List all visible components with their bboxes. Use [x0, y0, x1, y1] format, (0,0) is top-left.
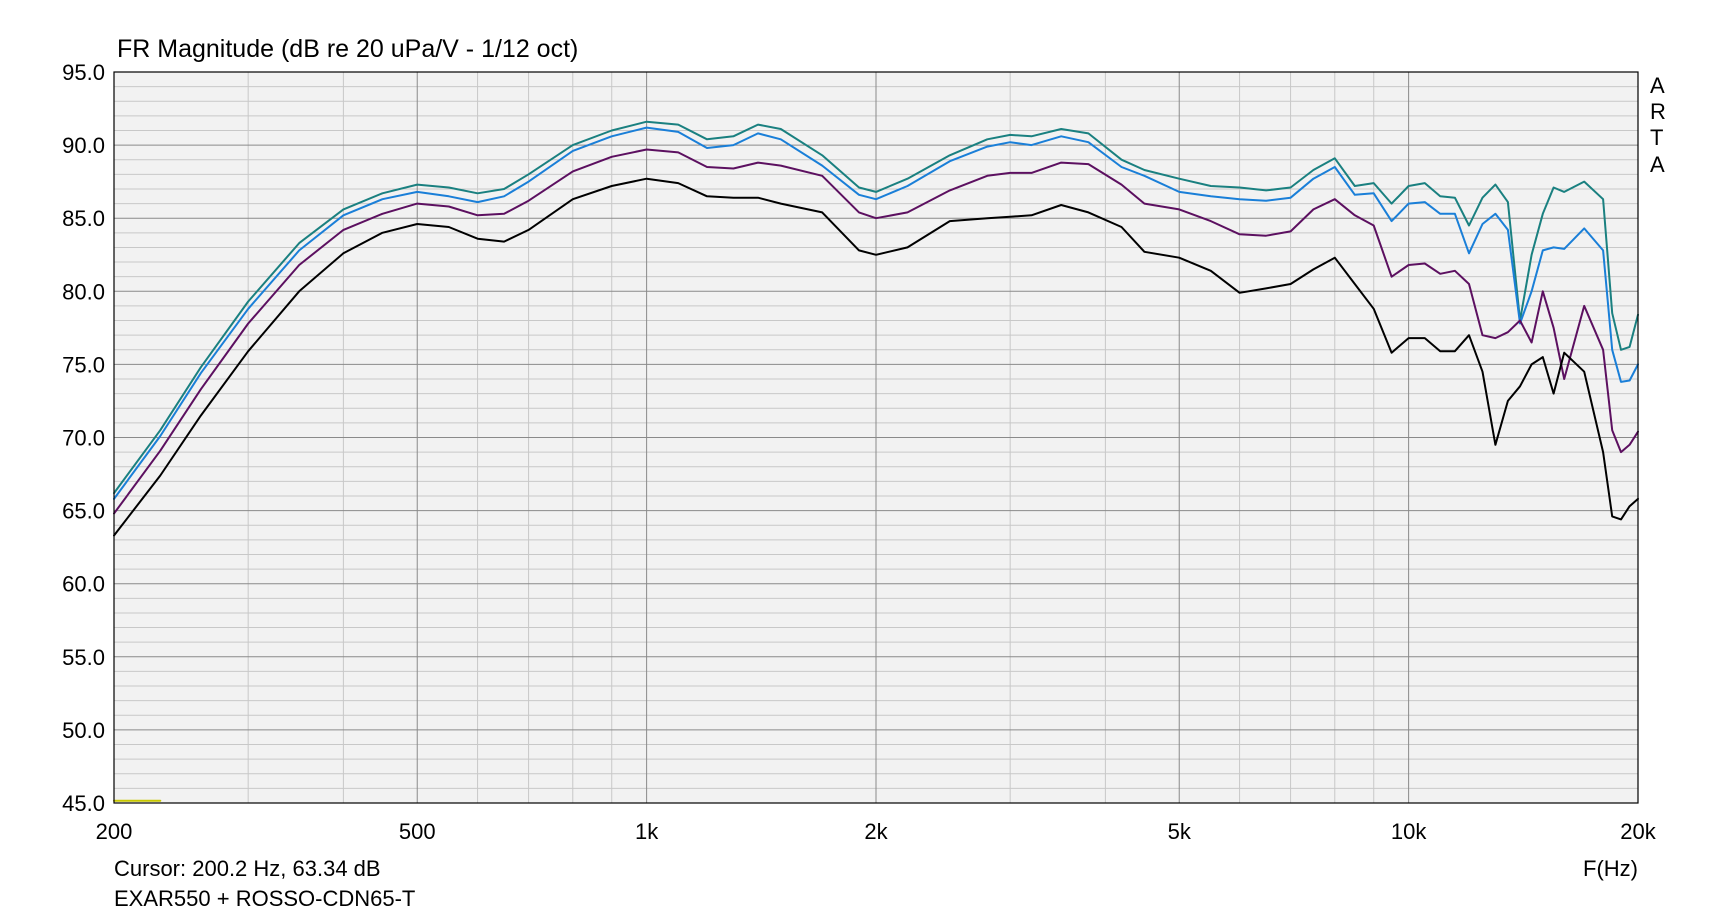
arta-watermark: A R T A	[1650, 73, 1666, 177]
plot-frame	[113, 71, 1639, 804]
y-axis-ticks: 95.0 90.0 85.0 80.0 75.0 70.0 65.0 60.0 55.0 50.0…	[62, 60, 105, 816]
series-group	[113, 120, 1639, 802]
y-tick-label: 45.0	[62, 791, 105, 816]
y-tick-label: 85.0	[62, 206, 105, 231]
x-tick-label: 5k	[1168, 819, 1192, 844]
y-tick-label: 55.0	[62, 645, 105, 670]
x-axis-ticks: 200 500 1k 2k 5k 10k 20k	[96, 819, 1657, 844]
x-tick-label: 20k	[1620, 819, 1656, 844]
arta-letter-a2: A	[1650, 152, 1665, 177]
y-tick-label: 95.0	[62, 60, 105, 85]
x-tick-label: 1k	[635, 819, 659, 844]
chart-title: FR Magnitude (dB re 20 uPa/V - 1/12 oct)	[117, 35, 578, 63]
y-tick-label: 70.0	[62, 426, 105, 451]
series-line-1	[113, 126, 1639, 500]
cursor-readout: Cursor: 200.2 Hz, 63.34 dB	[114, 856, 381, 881]
y-tick-label: 50.0	[62, 718, 105, 743]
x-tick-label: 2k	[864, 819, 888, 844]
arta-letter-t: T	[1650, 125, 1663, 150]
x-axis-label: F(Hz)	[1583, 856, 1638, 881]
y-tick-label: 65.0	[62, 499, 105, 524]
series-line-3	[113, 177, 1639, 537]
x-tick-label: 200	[96, 819, 133, 844]
y-tick-label: 60.0	[62, 572, 105, 597]
series-line-2	[113, 148, 1639, 515]
y-tick-label: 80.0	[62, 279, 105, 304]
y-tick-label: 75.0	[62, 352, 105, 377]
arta-letter-a1: A	[1650, 73, 1665, 98]
arta-letter-r: R	[1650, 99, 1666, 124]
y-tick-label: 90.0	[62, 133, 105, 158]
x-tick-label: 10k	[1391, 819, 1427, 844]
major-grid	[113, 71, 1639, 804]
measurement-name: EXAR550 + ROSSO-CDN65-T	[114, 886, 415, 909]
x-tick-label: 500	[399, 819, 436, 844]
